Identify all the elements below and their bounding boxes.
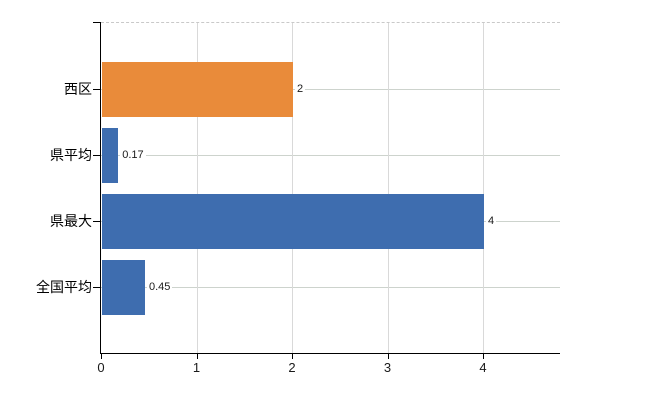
x-axis-line [99,352,560,354]
x-tick-label: 2 [288,360,296,375]
y-axis-tick [93,22,101,23]
bar [102,127,119,183]
x-axis-tick [101,354,102,359]
bar [102,61,293,117]
horizontal-gridline [101,89,560,90]
x-tick-label: 0 [97,360,105,375]
bar [102,259,145,315]
vertical-gridline [387,22,389,354]
vertical-gridline [196,22,198,354]
vertical-gridline [292,22,293,354]
x-tick-label: 3 [383,360,392,375]
category-label: 全国平均 [36,279,92,295]
x-tick-label: 1 [192,360,201,375]
vertical-gridline [483,22,484,354]
y-axis-tick [93,221,101,222]
y-axis-tick [93,155,101,156]
y-axis-line [99,22,101,354]
x-axis-tick [387,354,389,359]
category-label: 県平均 [50,147,92,163]
bar-value-label: 0.17 [120,149,146,161]
x-tick-label: 4 [479,360,487,375]
x-axis-tick [483,354,484,359]
y-axis-tick [93,89,101,90]
bar [102,193,484,249]
plot-top-border [101,22,560,23]
x-axis-tick [196,354,198,359]
bar-value-label: 2 [295,83,306,95]
category-label: 西区 [64,81,92,97]
horizontal-gridline [101,287,560,288]
horizontal-gridline [101,155,560,156]
y-axis-tick [93,287,101,288]
bar-value-label: 0.45 [146,281,173,293]
x-axis-tick [292,354,293,359]
bar-value-label: 4 [486,215,497,227]
category-label: 県最大 [50,213,92,229]
